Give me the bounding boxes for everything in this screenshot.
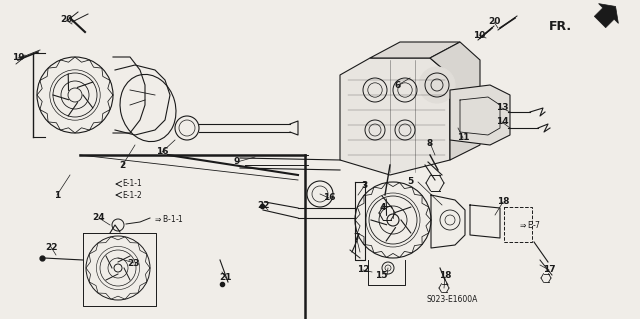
Polygon shape [340,58,450,175]
Text: 22: 22 [45,242,57,251]
Text: 14: 14 [496,117,508,127]
Text: 12: 12 [356,264,369,273]
Text: 16: 16 [323,194,335,203]
Text: 16: 16 [156,147,168,157]
Text: E-1-1: E-1-1 [122,180,141,189]
Text: $\Rightarrow$B-1-1: $\Rightarrow$B-1-1 [153,212,184,224]
Text: 3: 3 [362,181,368,189]
Text: 11: 11 [457,133,469,143]
Text: 20: 20 [488,18,500,26]
Text: 19: 19 [12,54,24,63]
Polygon shape [450,85,510,145]
Text: 2: 2 [119,161,125,170]
Text: 4: 4 [380,203,386,211]
Text: 22: 22 [258,202,270,211]
Polygon shape [595,4,618,28]
Bar [504,207,532,242]
Polygon shape [370,42,460,58]
Text: 6: 6 [395,80,401,90]
Circle shape [419,67,455,103]
Text: 18: 18 [439,271,451,279]
Text: E-1-2: E-1-2 [122,190,141,199]
Text: 7: 7 [354,233,360,241]
Text: 17: 17 [543,265,556,275]
Text: 10: 10 [473,31,485,40]
Text: $\Rightarrow$E-7: $\Rightarrow$E-7 [518,219,541,231]
Text: S023-E1600A: S023-E1600A [426,295,477,305]
Text: FR.: FR. [549,20,572,33]
Text: 1: 1 [54,190,60,199]
Polygon shape [430,42,480,160]
Text: 13: 13 [496,103,508,113]
Text: 8: 8 [427,138,433,147]
Text: 21: 21 [220,273,232,283]
Text: 18: 18 [497,197,509,206]
Text: 5: 5 [407,177,413,187]
Text: 23: 23 [128,258,140,268]
Text: 9: 9 [234,158,240,167]
Text: 15: 15 [375,271,387,279]
Text: 20: 20 [60,16,72,25]
Text: 24: 24 [93,213,106,222]
